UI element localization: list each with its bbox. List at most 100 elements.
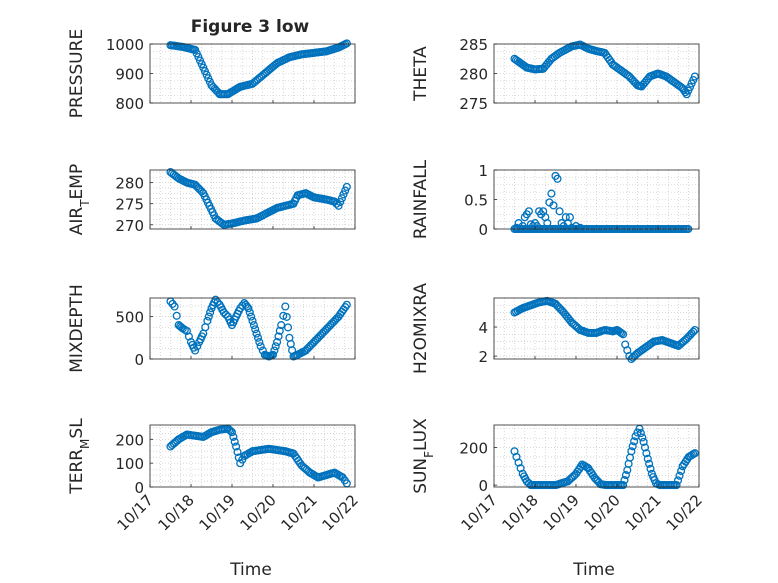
y-tick-label: 275: [115, 196, 144, 214]
y-tick-label: 0: [478, 221, 488, 239]
y-axis-label: PRESSURE: [67, 29, 87, 118]
data-point: [275, 326, 284, 335]
y-tick-label: 800: [115, 95, 144, 113]
data-point: [524, 207, 533, 216]
data-point: [336, 197, 345, 207]
data-point: [172, 311, 181, 320]
y-tick-label: 0: [134, 479, 144, 497]
data-point: [211, 295, 220, 304]
data-point: [330, 197, 339, 206]
subplot-3: 270 275 280 AIRTEMP: [67, 164, 356, 235]
data-point: [191, 346, 200, 355]
data-point: [248, 316, 257, 325]
data-point: [619, 330, 628, 339]
data-point: [642, 449, 651, 458]
data-point: [203, 316, 212, 325]
axes-box: [149, 169, 356, 230]
y-tick-label: 275: [459, 95, 488, 113]
subplot-1: 800 900 1000 PRESSURE: [67, 29, 356, 118]
data-point: [640, 443, 650, 452]
data-point: [281, 302, 290, 311]
y-tick-label: 1: [478, 162, 488, 180]
data-point: [565, 213, 574, 222]
x-tick-label: 10/20: [581, 491, 624, 534]
y-tick-label: 4: [478, 319, 488, 337]
axes-box: [149, 424, 356, 488]
xlabel-left: Time: [229, 560, 272, 580]
data-point: [339, 190, 348, 199]
subplot-2: 275 280 285 THETA: [411, 36, 700, 113]
data-point: [620, 476, 629, 485]
y-tick-label: 0.5: [464, 192, 488, 210]
x-tick-label: 10/22: [319, 491, 362, 534]
x-tick-label: 10/21: [278, 491, 321, 534]
data-point: [646, 464, 655, 473]
y-tick-label: 280: [115, 175, 144, 193]
data-point: [332, 199, 341, 208]
y-axis-label: H2OMIXRA: [411, 283, 431, 374]
x-tick-label: 10/22: [663, 491, 706, 534]
subplot-4: 0 0.5 1 RAINFALL: [411, 159, 700, 239]
y-tick-label: 200: [115, 431, 144, 449]
data-point: [342, 182, 351, 191]
axes-box: [493, 297, 700, 360]
data-point: [252, 329, 261, 338]
data-point: [170, 302, 179, 311]
data-point: [245, 308, 254, 317]
data-point: [274, 332, 283, 341]
data-point: [283, 323, 293, 332]
axes-box: [149, 297, 356, 360]
data-point: [628, 442, 637, 451]
data-point: [645, 459, 654, 468]
data-point: [255, 338, 264, 347]
data-point: [342, 39, 351, 48]
subplot-6: 2 4 H2OMIXRA: [411, 283, 700, 374]
data-point: [279, 311, 288, 320]
data-point: [342, 300, 351, 309]
x-tick-label: 10/17: [114, 491, 157, 534]
data-point: [251, 325, 260, 334]
data-point: [277, 321, 286, 330]
y-tick-label: 0: [134, 351, 144, 369]
data-point: [249, 321, 258, 330]
data-point: [549, 201, 558, 210]
data-point: [253, 333, 263, 342]
data-point: [555, 207, 564, 216]
data-point: [675, 471, 684, 480]
xlabel-right: Time: [572, 560, 615, 580]
data-point: [273, 338, 282, 347]
data-point: [337, 194, 346, 203]
data-point: [204, 312, 213, 321]
y-tick-label: 500: [115, 309, 144, 327]
data-point: [677, 466, 686, 476]
data-point: [229, 432, 238, 441]
data-point: [636, 429, 645, 438]
data-point: [271, 342, 280, 351]
data-point: [643, 454, 652, 463]
y-tick-label: 100: [115, 455, 144, 473]
data-point: [230, 437, 239, 446]
x-tick-label: 10/17: [458, 491, 501, 534]
data-point: [690, 325, 699, 335]
data-point: [256, 342, 265, 351]
data-point: [553, 174, 562, 183]
data-point: [689, 327, 698, 336]
data-point: [690, 449, 699, 458]
data-point: [621, 471, 630, 480]
data-point: [247, 312, 256, 321]
data-point: [690, 72, 699, 81]
x-tick-label: 10/19: [540, 491, 583, 534]
data-point: [619, 481, 628, 490]
data-point: [630, 437, 639, 446]
y-tick-label: 270: [115, 217, 144, 235]
data-point: [547, 189, 556, 198]
x-tick-label: 10/18: [155, 491, 198, 534]
y-tick-label: 1000: [106, 36, 144, 54]
data-point: [627, 447, 636, 456]
data-point: [232, 442, 241, 451]
data-point: [227, 428, 237, 437]
data-point: [334, 201, 343, 210]
data-point: [282, 312, 291, 321]
